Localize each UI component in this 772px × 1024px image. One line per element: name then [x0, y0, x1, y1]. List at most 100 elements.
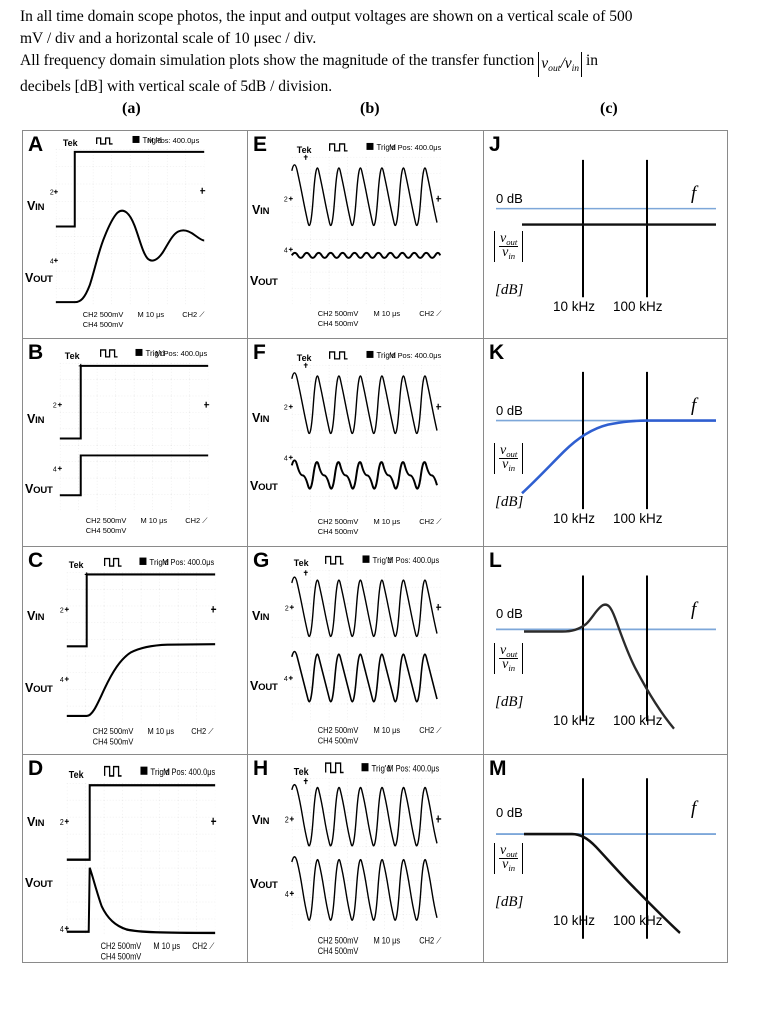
vin-label-D: VIN — [27, 815, 45, 829]
marker-2-E: 2 — [284, 197, 288, 204]
vout-label-B: VOUT — [25, 482, 53, 496]
ch4-scale-G: CH4 500mV — [318, 736, 359, 745]
zero-db-label-M: 0 dB — [496, 805, 523, 820]
vin-trace-E — [291, 164, 438, 227]
cell-panel-F: F VIN VOUT Tek — [248, 339, 484, 546]
scope-photo-F: Tek Trig'd M Pos: 400.0μs 2 4 CH2 5 — [248, 339, 483, 546]
trigger-waveform-icon-E — [329, 143, 348, 152]
timebase-E: M 10 μs — [373, 309, 400, 318]
vout-label-F: VOUT — [250, 479, 278, 493]
trig-status-H: Trig'd — [371, 763, 391, 774]
trig-status-E: Trig'd — [376, 143, 395, 152]
timebase-F: M 10 μs — [373, 517, 400, 526]
trigger-waveform-icon-G — [325, 555, 344, 565]
timebase-B: M 10 μs — [140, 516, 167, 525]
vout-label-E: VOUT — [250, 274, 278, 288]
vin-label-C: VIN — [27, 609, 45, 623]
ratio-denominator-J: vin — [502, 245, 516, 262]
intro-line-4: decibels [dB] with vertical scale of 5dB… — [20, 78, 333, 96]
vout-label-H: VOUT — [250, 877, 278, 891]
vin-label-B: VIN — [27, 412, 45, 426]
vin-trace-F — [291, 372, 438, 435]
vin-label-H: VIN — [252, 813, 270, 827]
vout-trace-E — [290, 251, 442, 259]
mpos-H: M Pos: 400.0μs — [387, 764, 439, 774]
f-axis-label-M: f — [691, 798, 697, 819]
vin-label-E: VIN — [252, 203, 270, 217]
ch4-scale-F: CH4 500mV — [318, 527, 359, 536]
cell-panel-E: E VIN VOUT Tek — [248, 131, 484, 338]
column-header-a: (a) — [122, 100, 141, 117]
column-header-c: (c) — [600, 100, 618, 117]
vout-trace-G — [291, 650, 438, 703]
marker-2-G: 2 — [285, 604, 289, 612]
zero-db-label-J: 0 dB — [496, 191, 523, 206]
scope-photo-G: Tek Trig'd M Pos: 400.0μs 2 4 CH2 5 — [248, 547, 483, 754]
cell-panel-C: C VIN VOUT Tek — [23, 547, 248, 754]
cell-panel-D: D VIN VOUT Tek — [23, 755, 248, 962]
vout-trace-B — [59, 454, 209, 497]
intro-text-block: In all time domain scope photos, the inp… — [20, 6, 755, 99]
vin-label-G: VIN — [252, 609, 270, 623]
ratio-label-J: vout vin — [494, 231, 524, 262]
marker-2-A: 2 — [50, 190, 54, 197]
marker-2-H: 2 — [285, 815, 289, 825]
cell-panel-H: H VIN VOUT Tek — [248, 755, 484, 962]
trig-source-B: CH2 ⟋ — [185, 516, 208, 525]
marker-2-D: 2 — [60, 817, 64, 827]
ch2-scale-B: CH2 500mV — [86, 516, 127, 525]
tick-label-10khz-M: 10 kHz — [553, 913, 596, 928]
trig-source-D: CH2 ⟋ — [192, 942, 215, 952]
tick-label-10khz-L: 10 kHz — [553, 713, 596, 728]
panel-letter-M: M — [489, 757, 507, 780]
trig-status-D: Trig'd — [150, 766, 170, 777]
tick-label-10khz-J: 10 kHz — [553, 299, 596, 314]
frequency-plot-L — [484, 547, 727, 754]
magnitude-curve-K — [521, 419, 716, 495]
mpos-C: M Pos: 400.0μs — [162, 558, 214, 567]
tick-label-10khz-K: 10 kHz — [553, 511, 596, 526]
scope-photo-B: Tek Trig'd M Pos: 400.0μs 2 4 CH2 5 — [23, 339, 247, 546]
scope-photo-H: Tek Trig'd M Pos: 400.0μs 2 4 CH2 5 — [248, 755, 483, 962]
panel-letter-G: G — [253, 549, 270, 572]
marker-2-F: 2 — [284, 405, 288, 412]
tick-label-100khz-M: 100 kHz — [613, 913, 663, 928]
panel-letter-K: K — [489, 341, 505, 364]
table-row: D VIN VOUT Tek — [23, 755, 727, 962]
cell-panel-B: B VIN VOUT Tek — [23, 339, 248, 546]
panel-letter-E: E — [253, 133, 268, 156]
intro-line-3: All frequency domain simulation plots sh… — [20, 50, 755, 77]
tick-label-100khz-L: 100 kHz — [613, 713, 663, 728]
trigger-waveform-icon-C — [103, 557, 122, 567]
ratio-denominator-L: vin — [502, 657, 516, 674]
trig-status-B: Trig'd — [145, 349, 164, 358]
marker-4-G: 4 — [284, 675, 288, 683]
frequency-plot-M — [484, 755, 727, 962]
cell-panel-K: K 0 dB f vout vin [dB] 10 kHz 100 kHz — [484, 339, 727, 546]
ratio-numerator-J: vout — [499, 231, 519, 247]
marker-2-B: 2 — [53, 403, 57, 410]
ch2-scale-G: CH2 500mV — [318, 726, 359, 735]
ratio-denominator-K: vin — [502, 457, 516, 474]
vout-label-G: VOUT — [250, 679, 278, 693]
transfer-function-magnitude: vout/vin — [538, 52, 582, 77]
trigger-waveform-icon-H — [325, 762, 344, 774]
vin-label-F: VIN — [252, 411, 270, 425]
ch2-scale-A: CH2 500mV — [83, 310, 124, 319]
table-row: C VIN VOUT Tek — [23, 547, 727, 755]
trig-source-C: CH2 ⟋ — [191, 727, 214, 736]
scope-photo-D: Tek Trig'd M Pos: 400.0μs 2 4 CH2 500mV — [23, 755, 247, 962]
vin-label-A: VIN — [27, 199, 45, 213]
cell-panel-G: G VIN VOUT Tek — [248, 547, 484, 754]
ch4-scale-A: CH4 500mV — [83, 320, 124, 329]
ratio-numerator-L: vout — [499, 643, 519, 659]
timebase-G: M 10 μs — [373, 726, 400, 735]
vout-trace-D — [66, 867, 216, 935]
ch2-scale-E: CH2 500mV — [318, 309, 359, 318]
vin-trace-B — [59, 364, 209, 440]
marker-4-E: 4 — [284, 247, 288, 254]
cell-panel-A: A VIN VOUT Tek — [23, 131, 248, 338]
trigger-waveform-icon-A — [96, 137, 113, 145]
vin-trace-A — [55, 150, 205, 228]
panel-letter-C: C — [28, 549, 44, 572]
